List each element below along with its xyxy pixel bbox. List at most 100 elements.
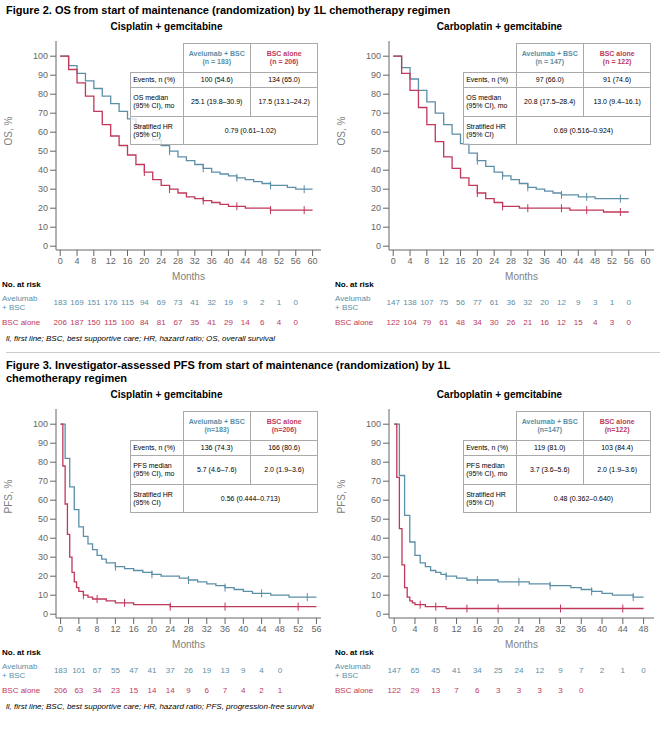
svg-text:40: 40 <box>223 256 233 266</box>
svg-text:4: 4 <box>76 624 81 634</box>
svg-text:90: 90 <box>371 70 381 80</box>
svg-text:24: 24 <box>514 624 524 634</box>
svg-text:60: 60 <box>371 127 381 137</box>
svg-text:0: 0 <box>43 609 48 619</box>
svg-text:30: 30 <box>38 184 48 194</box>
svg-text:30: 30 <box>371 184 381 194</box>
svg-text:24: 24 <box>156 256 166 266</box>
svg-text:100: 100 <box>366 51 381 61</box>
svg-text:80: 80 <box>38 457 48 467</box>
svg-text:20: 20 <box>472 256 482 266</box>
svg-text:40: 40 <box>38 533 48 543</box>
svg-text:32: 32 <box>190 256 200 266</box>
svg-text:70: 70 <box>38 476 48 486</box>
svg-text:50: 50 <box>371 146 381 156</box>
svg-text:56: 56 <box>291 256 301 266</box>
svg-text:60: 60 <box>308 256 318 266</box>
svg-text:100: 100 <box>366 419 381 429</box>
svg-text:20: 20 <box>371 203 381 213</box>
svg-text:30: 30 <box>371 552 381 562</box>
svg-text:12: 12 <box>110 624 120 634</box>
svg-text:36: 36 <box>220 624 230 634</box>
svg-text:32: 32 <box>523 256 533 266</box>
svg-text:52: 52 <box>274 256 284 266</box>
svg-text:80: 80 <box>371 457 381 467</box>
svg-text:8: 8 <box>433 624 438 634</box>
svg-text:40: 40 <box>371 165 381 175</box>
svg-text:50: 50 <box>371 514 381 524</box>
svg-text:60: 60 <box>38 495 48 505</box>
svg-text:20: 20 <box>38 203 48 213</box>
svg-text:32: 32 <box>555 624 565 634</box>
svg-text:50: 50 <box>38 514 48 524</box>
svg-text:24: 24 <box>489 256 499 266</box>
svg-text:48: 48 <box>590 256 600 266</box>
svg-text:20: 20 <box>139 256 149 266</box>
svg-text:40: 40 <box>597 624 607 634</box>
svg-text:52: 52 <box>607 256 617 266</box>
svg-text:40: 40 <box>371 533 381 543</box>
svg-text:0: 0 <box>391 256 396 266</box>
svg-text:36: 36 <box>576 624 586 634</box>
svg-text:16: 16 <box>123 256 133 266</box>
svg-text:52: 52 <box>293 624 303 634</box>
svg-text:48: 48 <box>275 624 285 634</box>
svg-text:80: 80 <box>38 89 48 99</box>
svg-text:10: 10 <box>38 222 48 232</box>
svg-text:Months: Months <box>172 271 205 280</box>
svg-text:36: 36 <box>540 256 550 266</box>
svg-text:36: 36 <box>207 256 217 266</box>
svg-text:12: 12 <box>106 256 116 266</box>
svg-text:60: 60 <box>371 495 381 505</box>
svg-text:28: 28 <box>506 256 516 266</box>
svg-text:16: 16 <box>129 624 139 634</box>
svg-text:Months: Months <box>505 271 538 280</box>
svg-text:70: 70 <box>371 476 381 486</box>
svg-text:90: 90 <box>38 438 48 448</box>
svg-text:4: 4 <box>408 256 413 266</box>
svg-text:4: 4 <box>412 624 417 634</box>
svg-text:50: 50 <box>38 146 48 156</box>
svg-text:32: 32 <box>202 624 212 634</box>
svg-text:0: 0 <box>58 624 63 634</box>
svg-text:44: 44 <box>257 624 267 634</box>
svg-text:56: 56 <box>624 256 634 266</box>
svg-text:12: 12 <box>452 624 462 634</box>
svg-text:30: 30 <box>38 552 48 562</box>
svg-text:10: 10 <box>371 590 381 600</box>
svg-text:16: 16 <box>456 256 466 266</box>
svg-text:PFS, %: PFS, % <box>8 479 14 513</box>
svg-text:40: 40 <box>38 165 48 175</box>
svg-text:80: 80 <box>371 89 381 99</box>
svg-text:OS, %: OS, % <box>336 116 347 145</box>
svg-text:Months: Months <box>172 639 205 648</box>
svg-text:0: 0 <box>43 241 48 251</box>
svg-text:60: 60 <box>641 256 651 266</box>
svg-text:60: 60 <box>38 127 48 137</box>
svg-text:24: 24 <box>165 624 175 634</box>
svg-text:48: 48 <box>257 256 267 266</box>
svg-text:28: 28 <box>173 256 183 266</box>
svg-text:48: 48 <box>639 624 649 634</box>
svg-text:0: 0 <box>376 609 381 619</box>
svg-text:90: 90 <box>371 438 381 448</box>
svg-text:0: 0 <box>392 624 397 634</box>
svg-text:56: 56 <box>311 624 321 634</box>
svg-text:4: 4 <box>75 256 80 266</box>
svg-text:70: 70 <box>38 108 48 118</box>
svg-text:12: 12 <box>439 256 449 266</box>
svg-text:8: 8 <box>95 624 100 634</box>
svg-text:90: 90 <box>38 70 48 80</box>
svg-text:40: 40 <box>238 624 248 634</box>
svg-text:OS, %: OS, % <box>8 116 14 145</box>
svg-text:40: 40 <box>556 256 566 266</box>
svg-text:16: 16 <box>472 624 482 634</box>
svg-text:20: 20 <box>493 624 503 634</box>
svg-text:44: 44 <box>573 256 583 266</box>
svg-text:8: 8 <box>424 256 429 266</box>
svg-text:20: 20 <box>371 571 381 581</box>
svg-text:28: 28 <box>183 624 193 634</box>
svg-text:28: 28 <box>535 624 545 634</box>
svg-text:0: 0 <box>376 241 381 251</box>
svg-text:100: 100 <box>33 51 48 61</box>
